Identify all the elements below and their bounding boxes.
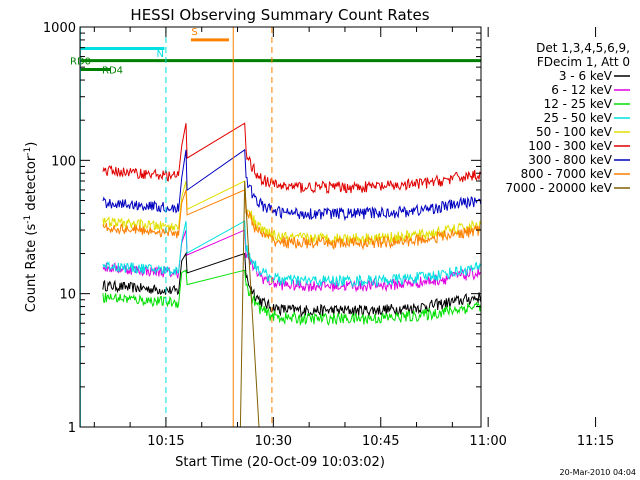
legend-label-4: 50 - 100 keV [536, 125, 613, 139]
y-tick-label: 100 [51, 154, 76, 169]
plot-frame [79, 26, 482, 428]
legend-label-7: 800 - 7000 keV [521, 167, 613, 181]
footer-date: 20-Mar-2010 04:04 [560, 468, 637, 477]
y-axis-label: Count Rate (s-1 detector-1) [23, 142, 39, 313]
flag-label-rd0: RD0 [70, 57, 91, 68]
series-lines [102, 122, 481, 427]
series-line-8 [239, 180, 260, 427]
legend-label-3: 25 - 50 keV [544, 111, 613, 125]
flag-label-n: N [156, 49, 163, 60]
legend-label-5: 100 - 300 keV [528, 139, 612, 153]
x-tick-label: 10:30 [255, 434, 292, 449]
legend-label-2: 12 - 25 keV [544, 97, 613, 111]
y-axis: 1 10 100 1000 [43, 21, 481, 436]
legend-label-8: 7000 - 20000 keV [505, 181, 612, 195]
legend-label-0: 3 - 6 keV [559, 69, 613, 83]
series-line-3 [102, 220, 481, 289]
legend-label-6: 300 - 800 keV [528, 153, 612, 167]
y-tick-label: 10 [59, 288, 76, 303]
chart-title: HESSI Observing Summary Count Rates [130, 6, 429, 24]
legend: Det 1,3,4,5,6,9, FDecim 1, Att 0 3 - 6 k… [505, 41, 630, 195]
series-line-0 [102, 251, 481, 319]
series-line-2 [102, 269, 481, 327]
flag-label-rd4: RD4 [102, 66, 123, 77]
series-line-7 [102, 189, 481, 251]
series-line-1 [102, 229, 481, 293]
x-axis-label: Start Time (20-Oct-09 10:03:02) [175, 455, 385, 470]
flag-bars [80, 38, 481, 72]
x-tick-label: 10:15 [147, 434, 184, 449]
x-tick-label: 11:00 [469, 434, 506, 449]
y-tick-label: 1 [68, 421, 76, 436]
x-tick-label: 11:15 [577, 434, 614, 449]
legend-header-line-1: Det 1,3,4,5,6,9, [536, 41, 630, 55]
legend-label-1: 6 - 12 keV [551, 83, 613, 97]
series-line-5 [102, 122, 481, 194]
series-line-4 [102, 180, 481, 246]
x-tick-label: 10:45 [362, 434, 399, 449]
flag-label-s: S [191, 27, 197, 38]
legend-header-line-2: FDecim 1, Att 0 [537, 55, 630, 69]
y-tick-label: 1000 [43, 21, 76, 36]
series-line-6 [102, 148, 481, 222]
